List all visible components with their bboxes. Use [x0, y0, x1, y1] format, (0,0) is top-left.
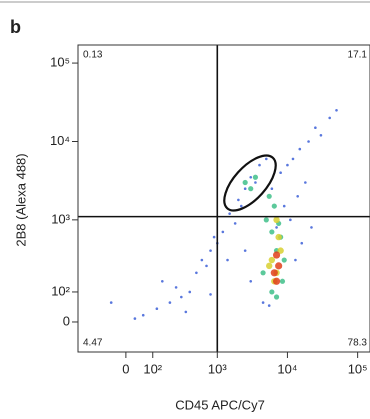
y-tick-label: 10² [51, 283, 70, 298]
data-point [258, 163, 261, 167]
data-point [264, 157, 268, 161]
data-point [307, 140, 310, 143]
data-point [279, 278, 286, 284]
data-point [228, 212, 231, 215]
data-point [261, 301, 265, 304]
data-point [291, 157, 295, 161]
plot-frame [77, 44, 370, 353]
data-point [328, 116, 331, 120]
data-point [249, 279, 253, 283]
data-point [273, 216, 280, 224]
data-point [174, 286, 178, 289]
data-point [237, 198, 240, 202]
data-point [270, 187, 274, 191]
data-point [266, 262, 273, 270]
x-tick-label: 0 [122, 361, 129, 376]
data-point [180, 295, 183, 299]
data-point [319, 133, 323, 137]
y-tick-label: 0 [63, 313, 70, 328]
data-point [263, 217, 269, 223]
data-point [275, 262, 283, 270]
data-point [205, 264, 208, 268]
data-point [243, 187, 247, 191]
quadrant-percent: 78.3 [348, 338, 368, 349]
data-point [268, 256, 276, 264]
data-point [188, 290, 192, 294]
data-point [296, 195, 299, 198]
data-point [133, 317, 137, 320]
x-tick-label: 10³ [208, 361, 227, 376]
data-point [252, 174, 259, 180]
y-tick-label: 10⁵ [50, 55, 70, 70]
data-point [168, 301, 172, 304]
data-point [275, 233, 282, 241]
data-point [239, 204, 243, 208]
data-point [249, 175, 253, 179]
quadrant-percent: 4.47 [83, 338, 103, 349]
data-point [221, 230, 225, 234]
data-point [289, 218, 292, 222]
data-point [273, 294, 280, 300]
data-point [270, 269, 278, 277]
data-point [141, 313, 145, 317]
data-point [248, 186, 254, 192]
x-tick-label: 10² [143, 361, 162, 376]
data-point [161, 279, 164, 283]
x-tick-label: 10⁴ [277, 361, 297, 376]
quadrant-percent: 0.13 [83, 50, 103, 61]
data-point [155, 307, 159, 310]
data-point [184, 310, 188, 314]
data-point [242, 179, 248, 186]
data-point [310, 226, 313, 229]
data-point [314, 126, 317, 129]
data-point [233, 222, 237, 225]
data-point [304, 181, 307, 184]
data-point [266, 193, 272, 199]
data-point [260, 270, 266, 276]
data-point [109, 301, 113, 304]
data-point [294, 258, 297, 262]
data-point [212, 235, 216, 239]
data-point [335, 108, 338, 112]
y-tick-label: 10³ [51, 211, 70, 226]
data-point [269, 289, 275, 295]
data-point [226, 258, 229, 262]
data-point [300, 241, 304, 245]
data-point [209, 249, 212, 252]
data-point [269, 229, 275, 235]
data-point [277, 247, 284, 254]
y-axis-label: 2B8 (Alexa 488) [13, 153, 28, 246]
data-point [286, 163, 289, 167]
ellipse-gate [223, 154, 277, 212]
data-point [281, 257, 287, 263]
data-point [195, 271, 198, 275]
x-tick-label: 10⁵ [348, 361, 368, 376]
data-point [271, 203, 277, 209]
data-point [298, 147, 302, 151]
quadrant-percent: 17.1 [348, 50, 368, 61]
data-point [272, 277, 281, 285]
data-point [272, 251, 281, 259]
data-point [254, 181, 257, 184]
y-tick-label: 10⁴ [50, 133, 70, 148]
data-point [243, 249, 247, 252]
x-axis-label: CD45 APC/Cy7 [175, 397, 265, 412]
data-point [279, 171, 282, 175]
data-point [209, 293, 212, 296]
data-point [275, 226, 278, 229]
data-point [267, 304, 271, 307]
panel-label: b [10, 17, 21, 37]
data-point [282, 204, 286, 208]
data-point [200, 258, 204, 262]
